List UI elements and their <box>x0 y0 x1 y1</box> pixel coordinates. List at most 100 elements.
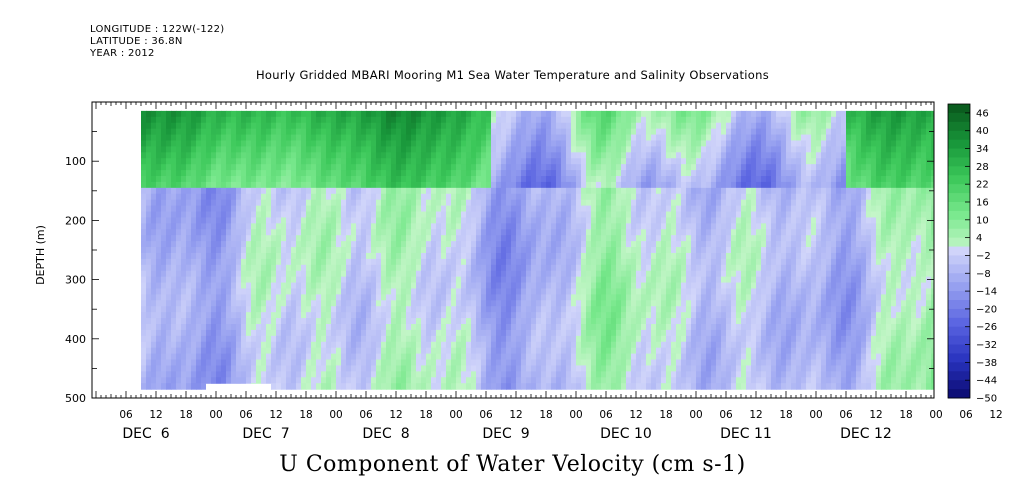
heatmap-cell <box>536 211 542 219</box>
heatmap-cell <box>181 116 187 124</box>
heatmap-cell <box>151 164 157 171</box>
heatmap-cell <box>391 122 397 130</box>
heatmap-cell <box>306 288 312 295</box>
heatmap-cell <box>616 187 622 195</box>
heatmap-cell <box>431 359 437 367</box>
heatmap-cell <box>646 211 652 219</box>
heatmap-cell <box>531 371 537 378</box>
heatmap-cell <box>551 229 557 236</box>
heatmap-cell <box>531 383 537 390</box>
heatmap-cell <box>521 282 527 290</box>
heatmap-cell <box>386 300 392 307</box>
heatmap-cell <box>311 324 317 331</box>
heatmap-cell <box>381 264 387 272</box>
heatmap-cell <box>351 377 357 384</box>
heatmap-cell <box>661 176 667 183</box>
heatmap-cell <box>381 318 387 325</box>
heatmap-cell <box>321 170 327 177</box>
heatmap-cell <box>361 318 367 325</box>
heatmap-cell <box>316 211 322 219</box>
heatmap-cell <box>151 377 157 384</box>
heatmap-cell <box>221 217 227 224</box>
heatmap-cell <box>521 359 527 367</box>
heatmap-cell <box>601 241 607 248</box>
heatmap-cell <box>266 223 272 230</box>
heatmap-cell <box>516 383 522 390</box>
heatmap-cell <box>276 187 282 195</box>
heatmap-cell <box>391 170 397 177</box>
heatmap-cell <box>301 312 307 319</box>
heatmap-cell <box>646 235 652 242</box>
heatmap-cell <box>451 264 457 272</box>
heatmap-cell <box>146 258 152 266</box>
heatmap-cell <box>516 158 522 165</box>
heatmap-cell <box>511 252 517 260</box>
heatmap-cell <box>521 318 527 325</box>
heatmap-cell <box>366 377 372 384</box>
heatmap-cell <box>571 318 577 325</box>
heatmap-cell <box>601 383 607 390</box>
heatmap-cell <box>391 341 397 349</box>
heatmap-cell <box>361 116 367 124</box>
heatmap-cell <box>151 294 157 301</box>
heatmap-cell <box>601 170 607 177</box>
heatmap-cell <box>556 335 562 343</box>
heatmap-cell <box>396 152 402 159</box>
heatmap-cell <box>616 300 622 307</box>
heatmap-cell <box>216 276 222 284</box>
heatmap-cell <box>486 341 492 349</box>
heatmap-cell <box>166 300 172 307</box>
heatmap-cell <box>256 276 262 284</box>
heatmap-cell <box>431 134 437 142</box>
heatmap-cell <box>356 365 362 372</box>
heatmap-cell <box>541 211 547 219</box>
heatmap-cell <box>191 128 197 136</box>
heatmap-cell <box>606 193 612 201</box>
heatmap-cell <box>206 140 212 147</box>
heatmap-cell <box>501 258 507 266</box>
heatmap-cell <box>351 324 357 331</box>
heatmap-cell <box>386 335 392 343</box>
heatmap-cell <box>246 341 252 349</box>
heatmap-cell <box>396 377 402 384</box>
heatmap-cell <box>646 252 652 260</box>
heatmap-cell <box>526 312 532 319</box>
heatmap-cell <box>426 264 432 272</box>
heatmap-cell <box>186 140 192 147</box>
heatmap-cell <box>156 312 162 319</box>
heatmap-cell <box>381 164 387 171</box>
heatmap-cell <box>636 324 642 331</box>
heatmap-cell <box>501 359 507 367</box>
heatmap-cell <box>566 377 572 384</box>
heatmap-cell <box>566 252 572 260</box>
heatmap-cell <box>491 193 497 201</box>
heatmap-cell <box>666 365 672 372</box>
heatmap-cell <box>301 140 307 147</box>
heatmap-cell <box>416 324 422 331</box>
heatmap-cell <box>566 353 572 361</box>
heatmap-cell <box>626 264 632 272</box>
heatmap-cell <box>416 199 422 207</box>
heatmap-cell <box>161 122 167 130</box>
heatmap-cell <box>651 122 657 130</box>
heatmap-cell <box>356 152 362 159</box>
heatmap-cell <box>456 217 462 224</box>
heatmap-cell <box>351 312 357 319</box>
heatmap-cell <box>241 312 247 319</box>
heatmap-cell <box>656 247 662 254</box>
heatmap-cell <box>186 294 192 301</box>
heatmap-cell <box>521 146 527 153</box>
heatmap-cell <box>496 211 502 219</box>
heatmap-cell <box>291 193 297 201</box>
heatmap-cell <box>596 270 602 278</box>
heatmap-cell <box>516 247 522 254</box>
heatmap-cell <box>276 116 282 124</box>
heatmap-cell <box>206 335 212 343</box>
heatmap-cell <box>496 270 502 278</box>
heatmap-cell <box>321 152 327 159</box>
heatmap-cell <box>436 258 442 266</box>
heatmap-cell <box>586 329 592 337</box>
heatmap-cell <box>581 122 587 130</box>
heatmap-cell <box>511 365 517 372</box>
heatmap-cell <box>336 176 342 183</box>
